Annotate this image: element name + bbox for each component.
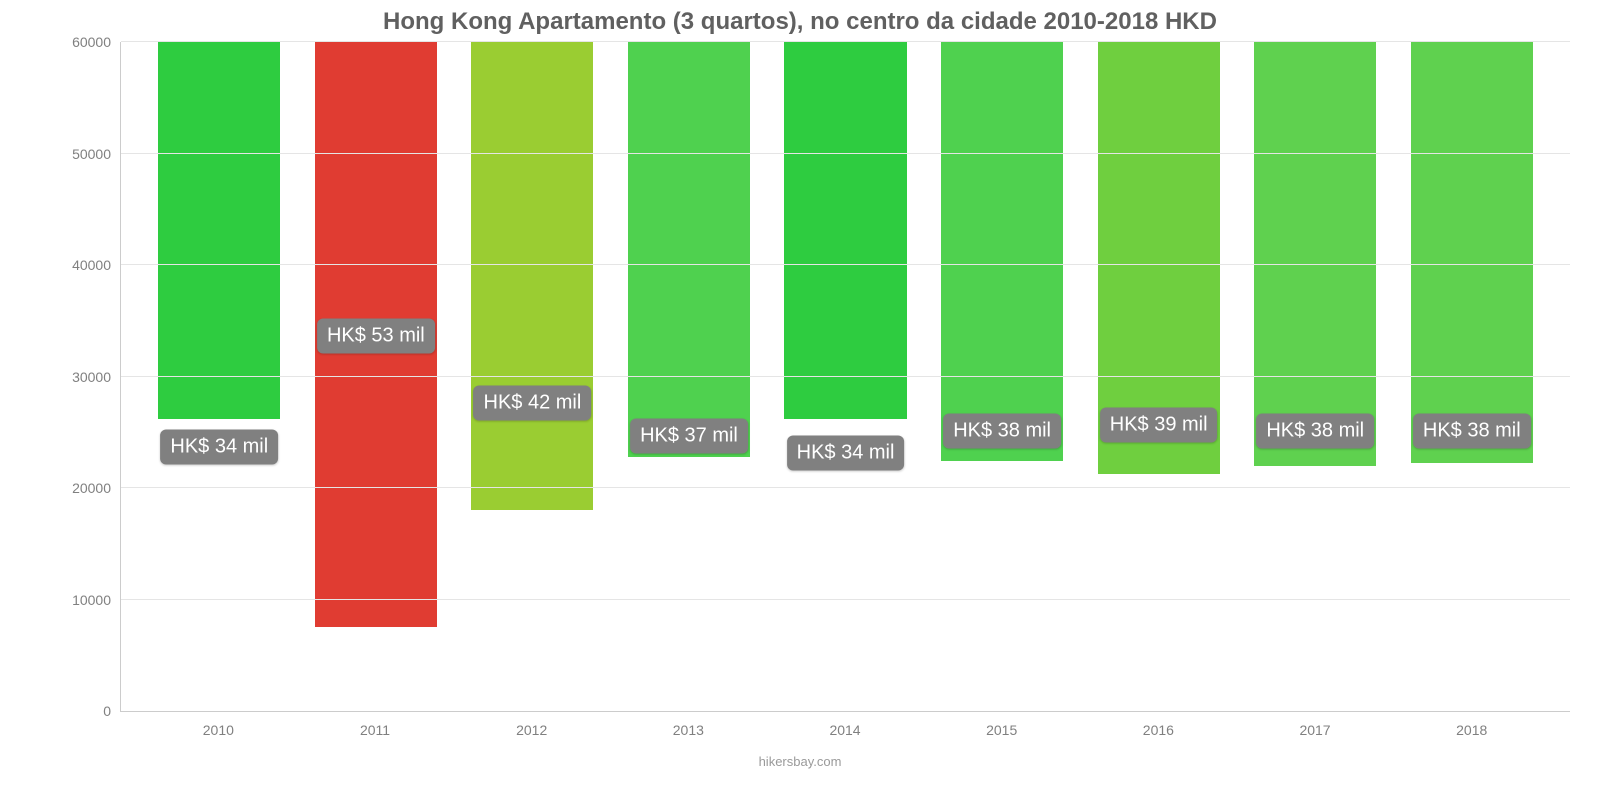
value-badge: HK$ 34 mil	[787, 436, 905, 471]
x-axis-label: 2010	[140, 712, 297, 752]
bar	[784, 42, 906, 419]
y-axis-label: 10000	[72, 592, 121, 608]
bar	[1411, 42, 1533, 463]
y-axis-label: 40000	[72, 257, 121, 273]
gridline	[121, 153, 1570, 154]
gridline	[121, 487, 1570, 488]
value-badge: HK$ 37 mil	[630, 419, 748, 454]
x-axis-label: 2017	[1237, 712, 1394, 752]
x-axis-label: 2018	[1393, 712, 1550, 752]
bar-slot: HK$ 38 mil	[1237, 42, 1394, 711]
bar-slot: HK$ 37 mil	[611, 42, 768, 711]
bar-slot: HK$ 38 mil	[924, 42, 1081, 711]
value-badge: HK$ 34 mil	[160, 430, 278, 465]
bar-slot: HK$ 34 mil	[141, 42, 298, 711]
chart-container: HK$ 34 mil HK$ 53 mil HK$ 42 mil HK$ 37 mil…	[60, 42, 1580, 752]
chart-footer: hikersbay.com	[759, 754, 842, 769]
x-axis-label: 2013	[610, 712, 767, 752]
bar	[1254, 42, 1376, 466]
value-badge: HK$ 39 mil	[1100, 408, 1218, 443]
bar	[941, 42, 1063, 461]
bar	[628, 42, 750, 457]
value-badge: HK$ 38 mil	[1256, 413, 1374, 448]
value-badge: HK$ 42 mil	[474, 385, 592, 420]
value-badge: HK$ 38 mil	[943, 413, 1061, 448]
value-badge: HK$ 53 mil	[317, 318, 435, 353]
value-badge: HK$ 38 mil	[1413, 413, 1531, 448]
x-axis-label: 2012	[453, 712, 610, 752]
bar-slot: HK$ 39 mil	[1080, 42, 1237, 711]
bar-slot: HK$ 38 mil	[1394, 42, 1551, 711]
bar-slot: HK$ 34 mil	[767, 42, 924, 711]
y-axis-label: 0	[103, 703, 121, 719]
x-axis-label: 2011	[297, 712, 454, 752]
bar	[471, 42, 593, 510]
x-axis-label: 2015	[923, 712, 1080, 752]
y-axis-label: 60000	[72, 34, 121, 50]
bar-slot: HK$ 53 mil	[298, 42, 455, 711]
gridline	[121, 599, 1570, 600]
gridline	[121, 376, 1570, 377]
gridline	[121, 264, 1570, 265]
bar-slot: HK$ 42 mil	[454, 42, 611, 711]
bars-container: HK$ 34 mil HK$ 53 mil HK$ 42 mil HK$ 37 mil…	[121, 42, 1570, 711]
plot-area: HK$ 34 mil HK$ 53 mil HK$ 42 mil HK$ 37 mil…	[120, 42, 1570, 712]
chart-title: Hong Kong Apartamento (3 quartos), no ce…	[383, 8, 1217, 36]
x-axis-label: 2016	[1080, 712, 1237, 752]
y-axis-label: 30000	[72, 369, 121, 385]
x-axis-label: 2014	[767, 712, 924, 752]
gridline	[121, 41, 1570, 42]
y-axis-label: 20000	[72, 480, 121, 496]
bar	[158, 42, 280, 419]
x-axis-labels: 201020112012201320142015201620172018	[120, 712, 1570, 752]
y-axis-label: 50000	[72, 146, 121, 162]
